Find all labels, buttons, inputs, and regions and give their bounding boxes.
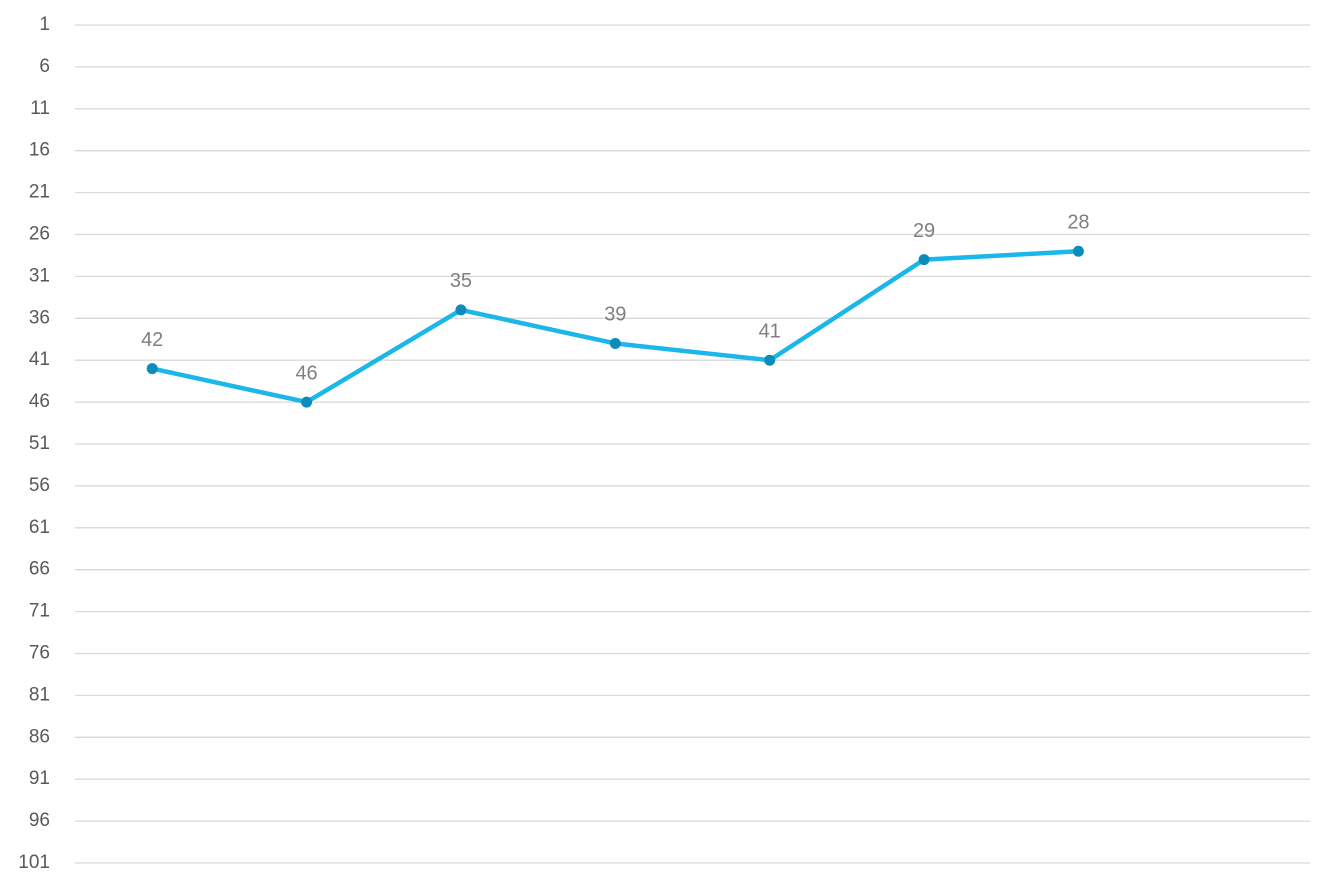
y-tick-label: 31	[29, 265, 50, 286]
y-tick-label: 16	[29, 140, 50, 161]
marker	[455, 304, 467, 316]
y-tick-label: 101	[18, 852, 50, 873]
y-tick-label: 21	[29, 182, 50, 203]
y-tick-label: 41	[29, 349, 50, 370]
y-tick-label: 81	[29, 684, 50, 705]
y-tick-label: 56	[29, 475, 50, 496]
marker	[918, 254, 930, 266]
data-label: 39	[604, 304, 626, 326]
data-label: 28	[1067, 212, 1089, 234]
y-tick-label: 71	[29, 601, 50, 622]
line	[151, 249, 1079, 405]
marker	[609, 337, 621, 349]
marker	[146, 363, 158, 375]
y-tick-label: 86	[29, 726, 50, 747]
y-tick-label: 51	[29, 433, 50, 454]
y-tick-label: 26	[29, 224, 50, 245]
y-tick-label: 46	[29, 391, 50, 412]
y-tick-label: 66	[29, 559, 50, 580]
y-tick-label: 61	[29, 517, 50, 538]
y-tick-label: 76	[29, 643, 50, 664]
marker	[301, 396, 313, 408]
y-tick-label: 36	[29, 307, 50, 328]
y-tick-label: 11	[30, 98, 50, 119]
marker	[764, 354, 776, 366]
y-tick-label: 1	[39, 14, 50, 35]
data-label: 46	[295, 362, 317, 384]
marker	[1072, 245, 1084, 257]
y-tick-label: 91	[29, 768, 50, 789]
data-label: 42	[141, 329, 163, 351]
data-label: 29	[913, 220, 935, 242]
data-label: 35	[450, 270, 472, 292]
y-tick-label: 6	[39, 56, 50, 77]
data-label: 41	[759, 320, 781, 342]
y-tick-label: 96	[29, 810, 50, 831]
